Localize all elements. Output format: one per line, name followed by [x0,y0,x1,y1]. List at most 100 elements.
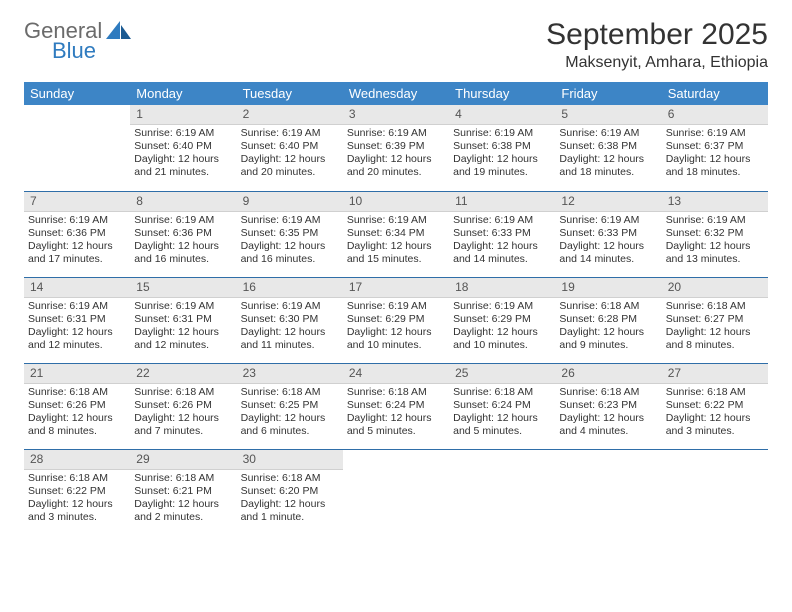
daylight-text: Daylight: 12 hours and 18 minutes. [559,153,657,179]
sunset-text: Sunset: 6:36 PM [28,227,126,240]
calendar-cell: 28Sunrise: 6:18 AMSunset: 6:22 PMDayligh… [24,449,130,535]
day-body: Sunrise: 6:19 AMSunset: 6:38 PMDaylight:… [555,125,661,184]
daylight-text: Daylight: 12 hours and 5 minutes. [453,412,551,438]
calendar-cell: 7Sunrise: 6:19 AMSunset: 6:36 PMDaylight… [24,191,130,277]
calendar-cell: 19Sunrise: 6:18 AMSunset: 6:28 PMDayligh… [555,277,661,363]
day-number: 24 [343,364,449,384]
day-number: 12 [555,192,661,212]
calendar-week-row: 28Sunrise: 6:18 AMSunset: 6:22 PMDayligh… [24,449,768,535]
sunrise-text: Sunrise: 6:19 AM [241,300,339,313]
weekday-header: Wednesday [343,82,449,105]
day-body: Sunrise: 6:19 AMSunset: 6:30 PMDaylight:… [237,298,343,357]
day-body: Sunrise: 6:18 AMSunset: 6:27 PMDaylight:… [662,298,768,357]
day-number: 30 [237,450,343,470]
sunrise-text: Sunrise: 6:18 AM [666,386,764,399]
day-body: Sunrise: 6:18 AMSunset: 6:28 PMDaylight:… [555,298,661,357]
sunrise-text: Sunrise: 6:18 AM [559,386,657,399]
day-body: Sunrise: 6:18 AMSunset: 6:26 PMDaylight:… [130,384,236,443]
day-number: 19 [555,278,661,298]
calendar-cell: 26Sunrise: 6:18 AMSunset: 6:23 PMDayligh… [555,363,661,449]
daylight-text: Daylight: 12 hours and 4 minutes. [559,412,657,438]
day-number: 28 [24,450,130,470]
sunrise-text: Sunrise: 6:19 AM [134,300,232,313]
daylight-text: Daylight: 12 hours and 14 minutes. [453,240,551,266]
day-number: 2 [237,105,343,125]
calendar-cell: 12Sunrise: 6:19 AMSunset: 6:33 PMDayligh… [555,191,661,277]
sunrise-text: Sunrise: 6:19 AM [347,300,445,313]
sunset-text: Sunset: 6:37 PM [666,140,764,153]
sunrise-text: Sunrise: 6:18 AM [134,472,232,485]
sunset-text: Sunset: 6:26 PM [134,399,232,412]
sunrise-text: Sunrise: 6:19 AM [666,127,764,140]
sunrise-text: Sunrise: 6:18 AM [28,386,126,399]
day-number: 17 [343,278,449,298]
day-body: Sunrise: 6:19 AMSunset: 6:39 PMDaylight:… [343,125,449,184]
day-body: Sunrise: 6:19 AMSunset: 6:33 PMDaylight:… [449,212,555,271]
weekday-header: Friday [555,82,661,105]
sunset-text: Sunset: 6:23 PM [559,399,657,412]
daylight-text: Daylight: 12 hours and 21 minutes. [134,153,232,179]
sunset-text: Sunset: 6:30 PM [241,313,339,326]
calendar-week-row: 21Sunrise: 6:18 AMSunset: 6:26 PMDayligh… [24,363,768,449]
day-number: 8 [130,192,236,212]
day-number: 11 [449,192,555,212]
daylight-text: Daylight: 12 hours and 13 minutes. [666,240,764,266]
weekday-header: Tuesday [237,82,343,105]
daylight-text: Daylight: 12 hours and 20 minutes. [241,153,339,179]
sunrise-text: Sunrise: 6:18 AM [453,386,551,399]
day-number: 3 [343,105,449,125]
calendar-cell: 6 Sunrise: 6:19 AMSunset: 6:37 PMDaylight… [662,105,768,191]
calendar-cell: 20Sunrise: 6:18 AMSunset: 6:27 PMDayligh… [662,277,768,363]
daylight-text: Daylight: 12 hours and 16 minutes. [134,240,232,266]
day-body: Sunrise: 6:19 AMSunset: 6:29 PMDaylight:… [449,298,555,357]
sunset-text: Sunset: 6:29 PM [347,313,445,326]
sunrise-text: Sunrise: 6:19 AM [559,214,657,227]
weekday-header: Monday [130,82,236,105]
daylight-text: Daylight: 12 hours and 17 minutes. [28,240,126,266]
calendar-cell: 23Sunrise: 6:18 AMSunset: 6:25 PMDayligh… [237,363,343,449]
sunrise-text: Sunrise: 6:18 AM [666,300,764,313]
calendar-cell: 25Sunrise: 6:18 AMSunset: 6:24 PMDayligh… [449,363,555,449]
day-number: 6 [662,105,768,125]
calendar-cell: 16Sunrise: 6:19 AMSunset: 6:30 PMDayligh… [237,277,343,363]
day-body: Sunrise: 6:18 AMSunset: 6:20 PMDaylight:… [237,470,343,529]
day-number: 10 [343,192,449,212]
calendar-cell: 14Sunrise: 6:19 AMSunset: 6:31 PMDayligh… [24,277,130,363]
calendar-cell: 15Sunrise: 6:19 AMSunset: 6:31 PMDayligh… [130,277,236,363]
calendar-cell [555,449,661,535]
daylight-text: Daylight: 12 hours and 18 minutes. [666,153,764,179]
day-number: 7 [24,192,130,212]
day-number: 5 [555,105,661,125]
sunset-text: Sunset: 6:28 PM [559,313,657,326]
sunrise-text: Sunrise: 6:18 AM [134,386,232,399]
calendar-week-row: 7Sunrise: 6:19 AMSunset: 6:36 PMDaylight… [24,191,768,277]
calendar-cell: 29Sunrise: 6:18 AMSunset: 6:21 PMDayligh… [130,449,236,535]
weekday-header: Sunday [24,82,130,105]
day-body: Sunrise: 6:18 AMSunset: 6:22 PMDaylight:… [662,384,768,443]
daylight-text: Daylight: 12 hours and 3 minutes. [666,412,764,438]
daylight-text: Daylight: 12 hours and 9 minutes. [559,326,657,352]
header: General Blue September 2025 Maksenyit, A… [24,18,768,72]
sunrise-text: Sunrise: 6:19 AM [241,127,339,140]
day-body: Sunrise: 6:19 AMSunset: 6:31 PMDaylight:… [130,298,236,357]
day-body: Sunrise: 6:19 AMSunset: 6:33 PMDaylight:… [555,212,661,271]
daylight-text: Daylight: 12 hours and 14 minutes. [559,240,657,266]
daylight-text: Daylight: 12 hours and 11 minutes. [241,326,339,352]
sunrise-text: Sunrise: 6:18 AM [559,300,657,313]
sunset-text: Sunset: 6:33 PM [559,227,657,240]
day-number: 21 [24,364,130,384]
sunset-text: Sunset: 6:40 PM [241,140,339,153]
day-body: Sunrise: 6:18 AMSunset: 6:24 PMDaylight:… [449,384,555,443]
sunrise-text: Sunrise: 6:18 AM [347,386,445,399]
calendar-cell: 17Sunrise: 6:19 AMSunset: 6:29 PMDayligh… [343,277,449,363]
day-body: Sunrise: 6:18 AMSunset: 6:26 PMDaylight:… [24,384,130,443]
brand-word-2: Blue [52,38,132,64]
day-number: 15 [130,278,236,298]
calendar-cell [662,449,768,535]
day-body: Sunrise: 6:19 AMSunset: 6:40 PMDaylight:… [130,125,236,184]
sunrise-text: Sunrise: 6:19 AM [453,127,551,140]
day-number: 25 [449,364,555,384]
sunrise-text: Sunrise: 6:18 AM [28,472,126,485]
calendar-table: Sunday Monday Tuesday Wednesday Thursday… [24,82,768,535]
daylight-text: Daylight: 12 hours and 12 minutes. [134,326,232,352]
